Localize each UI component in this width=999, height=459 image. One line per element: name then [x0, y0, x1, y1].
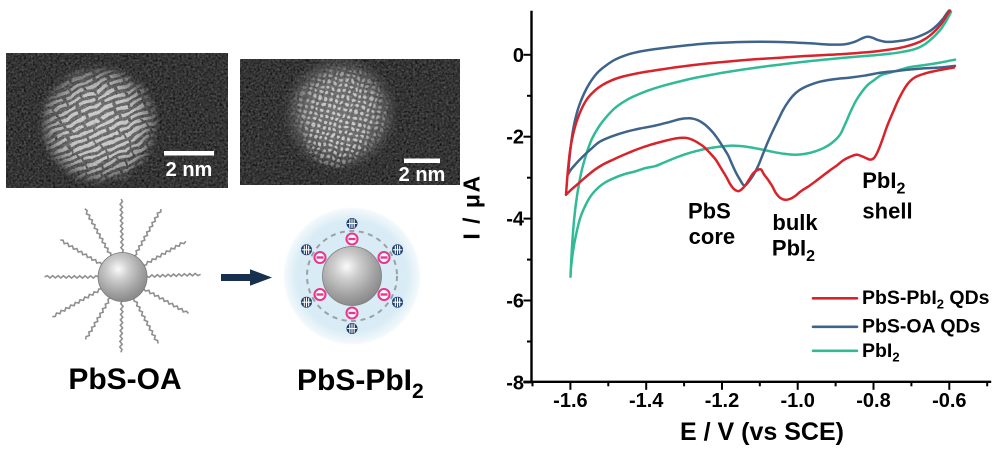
svg-text:-0.8: -0.8	[856, 390, 890, 412]
svg-text:PbS-PbI2 QDs: PbS-PbI2 QDs	[862, 287, 990, 312]
svg-text:PbI2: PbI2	[772, 236, 815, 266]
svg-text:-2: -2	[506, 127, 524, 149]
svg-text:0: 0	[513, 45, 524, 67]
svg-text:-0.6: -0.6	[932, 390, 966, 412]
svg-text:E / V (vs SCE): E / V (vs SCE)	[680, 418, 844, 446]
svg-text:-4: -4	[506, 209, 525, 231]
svg-text:core: core	[689, 224, 735, 249]
svg-text:-1.6: -1.6	[553, 390, 587, 412]
svg-text:2 nm: 2 nm	[166, 159, 213, 181]
svg-text:-8: -8	[506, 372, 524, 394]
svg-text:shell: shell	[862, 199, 912, 224]
svg-text:-1.2: -1.2	[705, 390, 739, 412]
svg-text:-1.0: -1.0	[780, 390, 814, 412]
svg-text:-1.4: -1.4	[629, 390, 664, 412]
svg-text:PbS-OA QDs: PbS-OA QDs	[862, 316, 981, 338]
svg-text:PbI2: PbI2	[862, 340, 900, 365]
svg-text:PbS-PbI2: PbS-PbI2	[297, 364, 424, 403]
svg-text:PbS-OA: PbS-OA	[68, 363, 181, 396]
svg-text:PbI2: PbI2	[862, 168, 905, 198]
svg-text:PbS: PbS	[688, 199, 731, 224]
svg-text:I / μA: I / μA	[459, 174, 485, 239]
svg-text:bulk: bulk	[772, 210, 818, 235]
svg-text:-6: -6	[506, 291, 524, 313]
svg-text:2 nm: 2 nm	[399, 164, 446, 186]
